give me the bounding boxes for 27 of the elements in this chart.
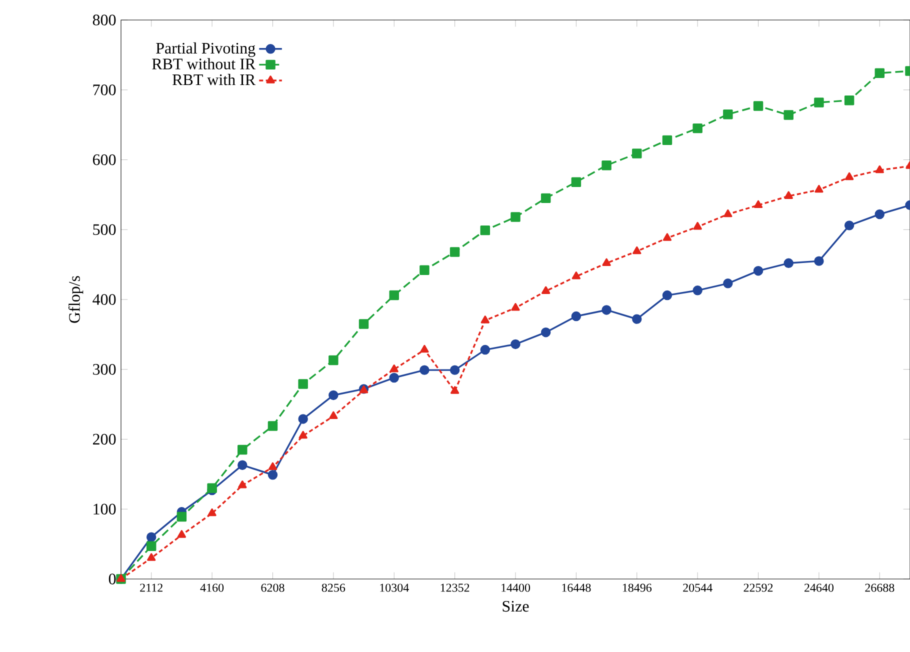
y-tick-label: 400 bbox=[92, 294, 116, 305]
y-tick-label: 0 bbox=[108, 574, 116, 584]
y-tick-label: 700 bbox=[93, 84, 116, 96]
legend-label: RBT without IR bbox=[152, 58, 256, 70]
y-tick-label: 100 bbox=[94, 504, 116, 514]
x-tick-label: 20544 bbox=[683, 584, 712, 592]
x-tick-label: 16448 bbox=[562, 584, 591, 592]
y-tick-label: 200 bbox=[93, 434, 116, 445]
x-tick-label: 4160 bbox=[200, 584, 224, 592]
x-tick-label: 12352 bbox=[440, 584, 470, 592]
y-tick-label: 500 bbox=[93, 224, 116, 236]
y-tick-label: 800 bbox=[92, 14, 116, 26]
x-tick-label: 26688 bbox=[865, 584, 894, 592]
x-tick-label: 22592 bbox=[744, 584, 773, 592]
x-tick-label: 10304 bbox=[380, 584, 409, 592]
x-axis-title: Size bbox=[502, 600, 529, 612]
y-tick-label: 300 bbox=[93, 364, 116, 375]
x-tick-label: 8256 bbox=[322, 584, 346, 592]
y-tick-label: 600 bbox=[92, 154, 116, 166]
x-tick-label: 24640 bbox=[804, 584, 834, 592]
x-tick-label: 14400 bbox=[502, 584, 530, 592]
x-tick-label: 6208 bbox=[261, 584, 284, 592]
legend-label: Partial Pivoting bbox=[156, 42, 256, 57]
legend-label: RBT with IR bbox=[172, 74, 256, 86]
x-tick-label: 2112 bbox=[140, 584, 162, 592]
y-axis-title: Gflop/s bbox=[68, 276, 84, 323]
x-tick-label: 18496 bbox=[622, 584, 652, 592]
